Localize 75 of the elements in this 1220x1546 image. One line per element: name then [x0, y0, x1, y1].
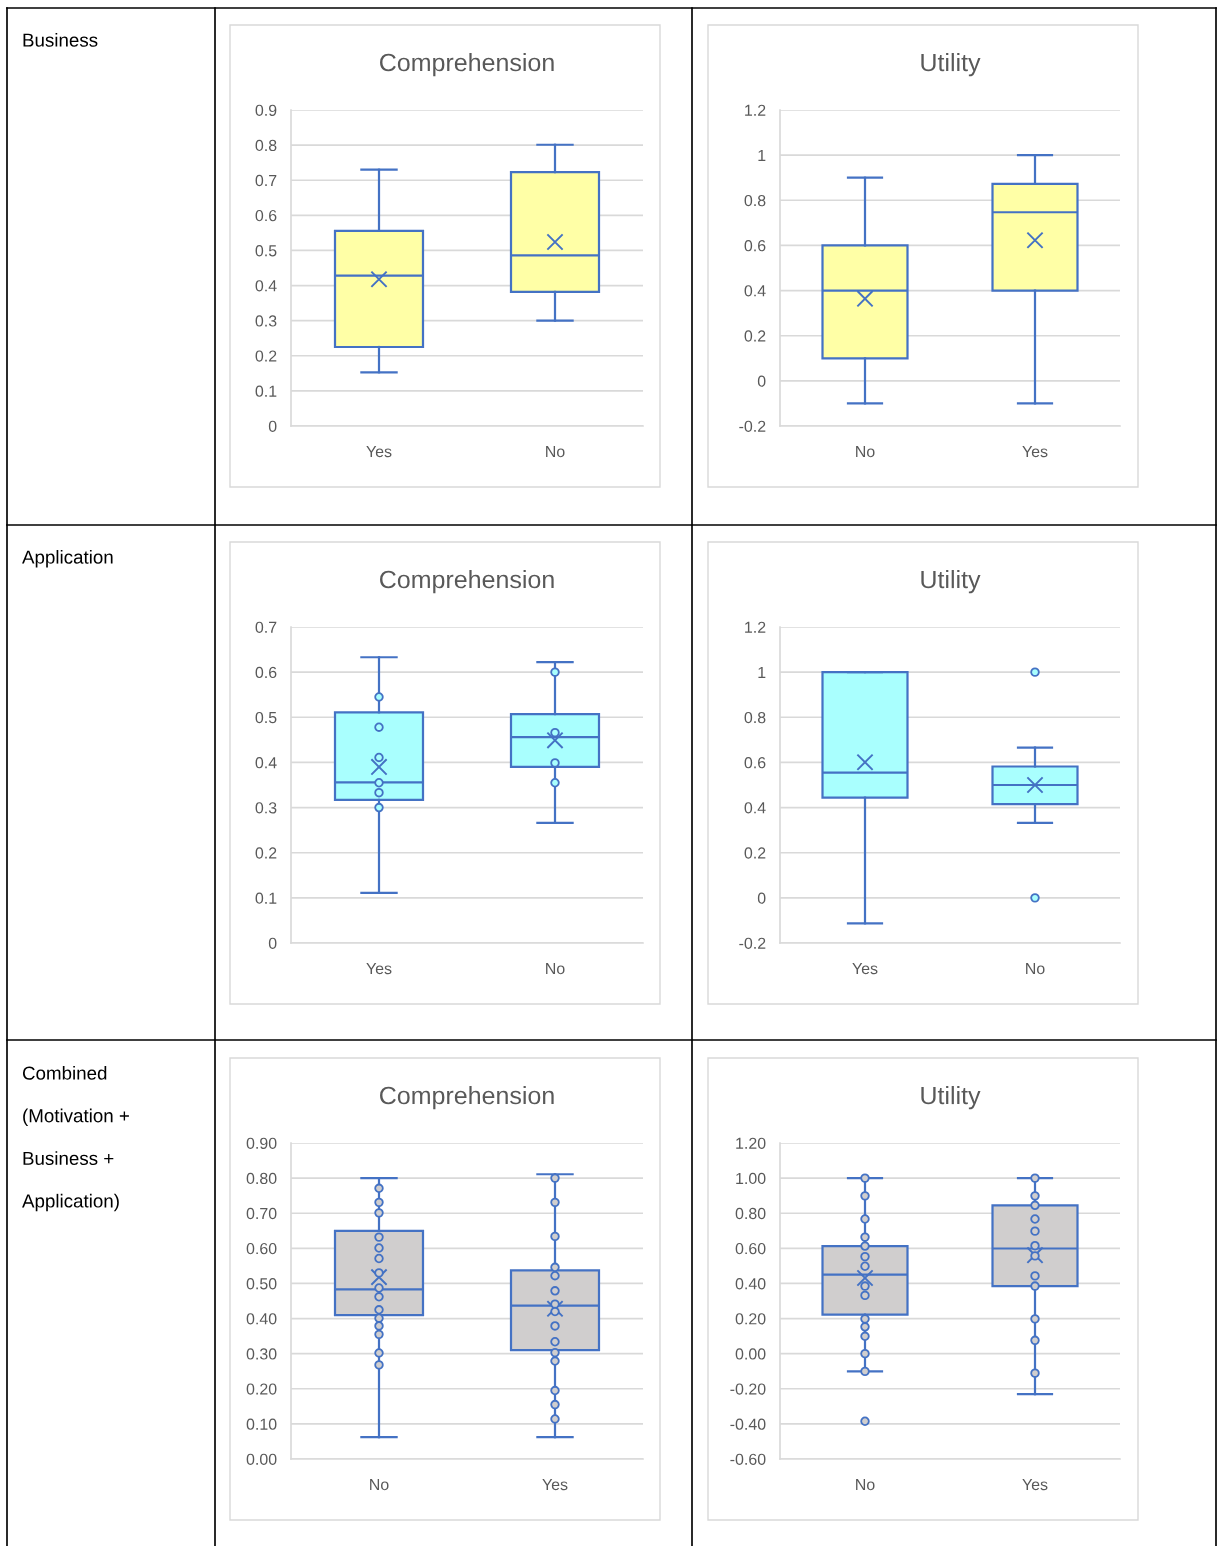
- y-tick-label: -0.2: [739, 420, 766, 432]
- y-tick-label: -0.40: [730, 1418, 766, 1430]
- y-tick-label: 0.9: [255, 104, 277, 116]
- y-tick-label: 0.3: [255, 315, 277, 327]
- y-tick-label: 0.20: [735, 1313, 766, 1325]
- y-tick-label: 0.20: [246, 1383, 277, 1395]
- y-tick-label: 0.2: [744, 330, 766, 342]
- y-tick-label: 1.2: [745, 104, 766, 116]
- chart-title: Utility: [921, 52, 981, 77]
- y-tick-label: 0.40: [735, 1278, 766, 1290]
- y-tick-label: 1: [758, 666, 766, 678]
- x-tick-label: No: [370, 1479, 389, 1491]
- y-tick-label: 0.1: [255, 385, 277, 397]
- y-tick-label: 0.6: [255, 209, 277, 222]
- y-tick-label: 0.3: [255, 802, 277, 814]
- y-tick-label: 0.80: [735, 1207, 766, 1220]
- y-tick-label: 0.60: [246, 1242, 277, 1255]
- y-tick-label: 0.6: [255, 666, 277, 679]
- y-tick-label: 0.4: [255, 757, 277, 769]
- y-tick-label: 0.40: [246, 1313, 277, 1325]
- y-tick-label: 0.2: [255, 350, 277, 362]
- text: Business: [23, 33, 98, 47]
- y-tick-label: 1.2: [745, 621, 766, 633]
- y-tick-label: 0.60: [735, 1242, 766, 1255]
- x-tick-label: Yes: [1022, 446, 1048, 458]
- y-tick-label: 0.8: [744, 194, 766, 207]
- y-tick-label: -0.60: [730, 1453, 766, 1465]
- y-tick-label: 0.4: [255, 280, 277, 292]
- chart-title: Comprehension: [380, 1085, 554, 1110]
- chart-title: Comprehension: [380, 569, 554, 594]
- x-tick-label: Yes: [852, 963, 878, 975]
- y-tick-label: 0.70: [246, 1207, 277, 1220]
- y-tick-label: 0.8: [255, 139, 277, 152]
- x-tick-label: No: [546, 446, 565, 458]
- text: Combined (Motivation + Business + Application): [22, 1066, 129, 1212]
- chart-title: Utility: [921, 1085, 981, 1110]
- x-tick-label: Yes: [366, 963, 392, 975]
- y-tick-label: 1.20: [736, 1137, 766, 1149]
- chart-title: Utility: [921, 569, 981, 594]
- y-tick-label: 0: [268, 937, 277, 949]
- x-tick-label: Yes: [366, 446, 392, 458]
- y-tick-label: -0.20: [730, 1383, 766, 1395]
- y-tick-label: 0.4: [744, 802, 766, 814]
- y-tick-label: 0.7: [255, 174, 277, 187]
- x-tick-label: No: [856, 1479, 875, 1491]
- y-tick-label: 0.10: [246, 1418, 277, 1430]
- y-tick-label: 1: [758, 149, 766, 161]
- y-tick-label: 0.80: [246, 1172, 277, 1185]
- chart-title: Comprehension: [380, 52, 554, 77]
- x-tick-label: Yes: [1022, 1479, 1048, 1491]
- y-tick-label: 0: [268, 420, 277, 432]
- y-tick-label: 0: [757, 892, 766, 904]
- y-tick-label: 0: [757, 375, 766, 387]
- y-tick-label: 0.7: [255, 621, 277, 633]
- y-tick-label: 0.8: [744, 711, 766, 724]
- y-tick-label: 0.4: [744, 285, 766, 297]
- x-tick-label: No: [546, 963, 565, 975]
- y-tick-label: 0.00: [246, 1453, 277, 1465]
- y-tick-label: 0.2: [255, 847, 277, 859]
- y-tick-label: 0.6: [744, 240, 766, 252]
- y-tick-label: 0.5: [255, 711, 277, 724]
- y-tick-label: 0.5: [255, 245, 277, 257]
- x-tick-label: No: [1026, 963, 1045, 975]
- text: Application: [22, 550, 113, 568]
- y-tick-label: -0.2: [739, 937, 766, 949]
- y-tick-label: 1.00: [736, 1172, 766, 1185]
- y-tick-label: 0.1: [255, 892, 277, 904]
- y-tick-label: 0.50: [246, 1278, 277, 1290]
- y-tick-label: 0.30: [246, 1348, 277, 1360]
- y-tick-label: 0.6: [744, 757, 766, 769]
- y-tick-label: 0.2: [744, 847, 766, 859]
- x-tick-label: No: [856, 446, 875, 458]
- x-tick-label: Yes: [542, 1479, 568, 1491]
- y-tick-label: 0.90: [246, 1137, 277, 1149]
- y-tick-label: 0.00: [735, 1348, 766, 1360]
